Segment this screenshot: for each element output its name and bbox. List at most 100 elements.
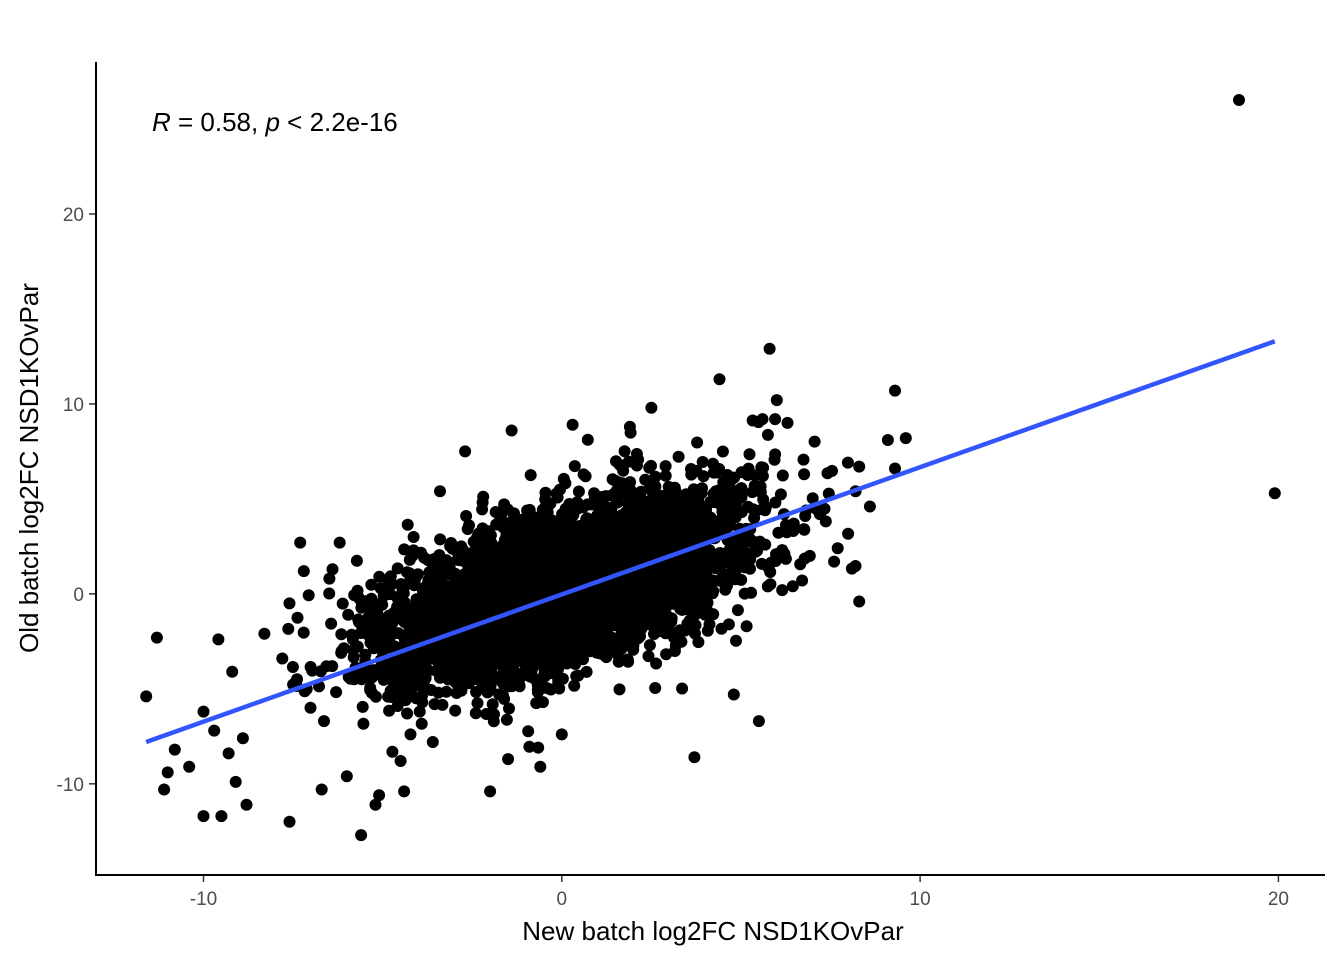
data-point bbox=[362, 614, 375, 627]
data-point bbox=[524, 469, 537, 482]
data-point bbox=[347, 644, 360, 656]
data-point bbox=[605, 631, 617, 644]
data-point bbox=[362, 627, 375, 639]
data-point bbox=[743, 448, 756, 461]
data-point bbox=[721, 579, 733, 592]
data-point bbox=[659, 543, 672, 556]
data-point bbox=[616, 488, 629, 501]
data-point bbox=[735, 491, 748, 504]
data-point bbox=[568, 679, 581, 692]
data-point bbox=[780, 526, 793, 539]
data-point bbox=[659, 460, 672, 473]
data-point bbox=[551, 491, 564, 504]
data-point bbox=[668, 645, 681, 657]
data-point bbox=[588, 487, 601, 500]
data-point bbox=[683, 533, 696, 546]
data-point bbox=[323, 572, 336, 585]
data-point bbox=[402, 677, 415, 690]
data-point bbox=[407, 531, 420, 543]
data-point bbox=[649, 480, 662, 493]
data-point bbox=[355, 596, 368, 609]
data-point bbox=[383, 609, 396, 622]
data-point bbox=[359, 648, 372, 661]
data-point bbox=[336, 597, 349, 610]
data-point bbox=[657, 620, 670, 633]
data-point bbox=[722, 618, 735, 631]
data-point bbox=[401, 707, 414, 720]
data-point bbox=[444, 665, 457, 678]
data-point bbox=[401, 664, 414, 677]
data-point bbox=[700, 521, 713, 534]
data-point bbox=[282, 622, 295, 635]
data-point bbox=[776, 584, 789, 597]
data-point bbox=[633, 492, 646, 505]
data-point bbox=[459, 672, 472, 685]
data-point bbox=[394, 689, 407, 702]
data-point bbox=[431, 620, 444, 633]
data-point bbox=[663, 491, 676, 504]
data-point bbox=[618, 445, 631, 458]
data-point bbox=[750, 504, 763, 517]
data-point bbox=[676, 567, 689, 580]
data-point bbox=[342, 608, 355, 621]
data-point bbox=[475, 608, 488, 621]
data-point bbox=[842, 527, 855, 540]
data-point bbox=[304, 661, 317, 673]
data-point bbox=[526, 640, 538, 653]
data-point bbox=[496, 689, 509, 702]
data-point bbox=[769, 413, 782, 426]
data-point bbox=[751, 484, 764, 497]
data-point bbox=[580, 665, 593, 678]
data-point bbox=[455, 684, 468, 697]
data-point bbox=[571, 496, 584, 509]
data-point bbox=[821, 467, 834, 480]
data-point bbox=[528, 511, 541, 524]
data-point bbox=[683, 519, 696, 532]
data-point bbox=[406, 574, 419, 587]
data-point bbox=[806, 492, 819, 505]
data-point bbox=[404, 728, 417, 741]
data-point bbox=[489, 670, 502, 683]
data-point bbox=[458, 646, 471, 659]
data-point bbox=[398, 543, 411, 556]
data-point bbox=[761, 428, 774, 441]
data-point bbox=[422, 592, 435, 605]
data-point bbox=[476, 678, 489, 691]
data-point bbox=[690, 464, 703, 477]
data-point bbox=[387, 677, 400, 690]
data-point bbox=[700, 508, 713, 521]
data-point bbox=[371, 603, 384, 616]
data-point bbox=[643, 639, 656, 652]
data-point bbox=[401, 518, 414, 531]
data-point bbox=[841, 456, 854, 469]
data-point bbox=[622, 639, 635, 651]
data-point bbox=[577, 468, 590, 481]
data-point bbox=[415, 717, 428, 730]
data-point bbox=[523, 740, 536, 753]
data-point bbox=[759, 501, 772, 514]
data-point bbox=[498, 498, 511, 511]
data-point bbox=[749, 469, 762, 482]
data-point bbox=[740, 620, 753, 633]
data-point bbox=[348, 673, 361, 686]
data-point bbox=[730, 634, 742, 647]
data-point bbox=[672, 450, 685, 463]
data-point bbox=[725, 553, 738, 565]
data-point bbox=[796, 574, 809, 587]
data-point bbox=[680, 583, 693, 596]
data-point bbox=[508, 507, 520, 520]
data-point bbox=[769, 555, 782, 567]
data-point bbox=[703, 618, 716, 631]
data-point bbox=[539, 493, 552, 506]
data-point bbox=[350, 554, 363, 567]
data-point bbox=[436, 698, 449, 711]
data-point bbox=[676, 526, 689, 539]
data-point bbox=[291, 611, 304, 624]
data-point bbox=[691, 436, 704, 449]
data-point bbox=[616, 477, 629, 490]
data-point bbox=[562, 559, 575, 572]
data-point bbox=[532, 741, 545, 754]
data-point bbox=[693, 530, 706, 543]
data-point bbox=[659, 469, 672, 482]
